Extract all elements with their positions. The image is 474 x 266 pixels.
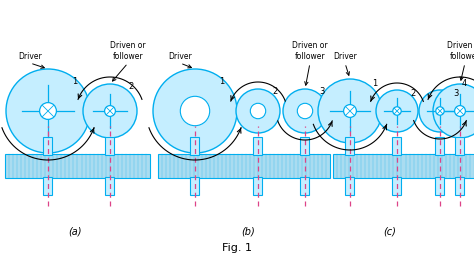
Bar <box>44 137 53 155</box>
Circle shape <box>6 69 90 153</box>
Circle shape <box>376 90 418 132</box>
Circle shape <box>436 107 444 115</box>
Bar <box>158 154 330 178</box>
Bar <box>456 177 465 195</box>
Text: 1: 1 <box>219 77 224 86</box>
Text: Driver: Driver <box>18 52 42 61</box>
Text: Driver: Driver <box>333 52 357 61</box>
Circle shape <box>40 103 56 119</box>
Text: 4: 4 <box>462 79 467 88</box>
Circle shape <box>250 103 266 119</box>
Circle shape <box>180 96 210 126</box>
Circle shape <box>393 107 401 115</box>
Text: Driven or
follower: Driven or follower <box>110 41 146 61</box>
Text: (b): (b) <box>241 226 255 236</box>
Bar <box>333 154 474 178</box>
Bar <box>346 137 355 155</box>
Bar <box>44 177 53 195</box>
Text: 3: 3 <box>319 87 324 96</box>
Bar <box>5 154 150 178</box>
Text: 1: 1 <box>372 79 377 88</box>
Circle shape <box>105 106 115 117</box>
Circle shape <box>318 79 382 143</box>
Bar <box>191 177 200 195</box>
Text: Fig. 1: Fig. 1 <box>222 243 252 253</box>
Bar <box>301 137 310 155</box>
Text: Driven or
follower: Driven or follower <box>292 41 328 61</box>
Circle shape <box>153 69 237 153</box>
Text: 2: 2 <box>272 87 277 96</box>
Circle shape <box>344 105 356 117</box>
Bar <box>456 137 465 155</box>
Bar <box>106 177 115 195</box>
Text: 2: 2 <box>410 89 415 98</box>
Bar <box>392 177 401 195</box>
Circle shape <box>236 89 280 133</box>
Circle shape <box>455 106 465 117</box>
Text: 2: 2 <box>128 82 133 91</box>
Circle shape <box>297 103 313 119</box>
Text: 3: 3 <box>453 89 458 98</box>
Bar <box>254 137 263 155</box>
Text: (c): (c) <box>383 226 396 236</box>
Text: 1: 1 <box>72 77 77 86</box>
Bar <box>254 177 263 195</box>
Bar <box>392 137 401 155</box>
Circle shape <box>419 90 461 132</box>
Circle shape <box>433 84 474 138</box>
Bar <box>436 177 445 195</box>
Circle shape <box>83 84 137 138</box>
Bar <box>191 137 200 155</box>
Bar <box>436 137 445 155</box>
Text: Driven or
follower: Driven or follower <box>447 41 474 61</box>
Bar <box>346 177 355 195</box>
Circle shape <box>283 89 327 133</box>
Text: (a): (a) <box>68 226 82 236</box>
Text: Driver: Driver <box>168 52 192 61</box>
Bar <box>106 137 115 155</box>
Bar <box>301 177 310 195</box>
